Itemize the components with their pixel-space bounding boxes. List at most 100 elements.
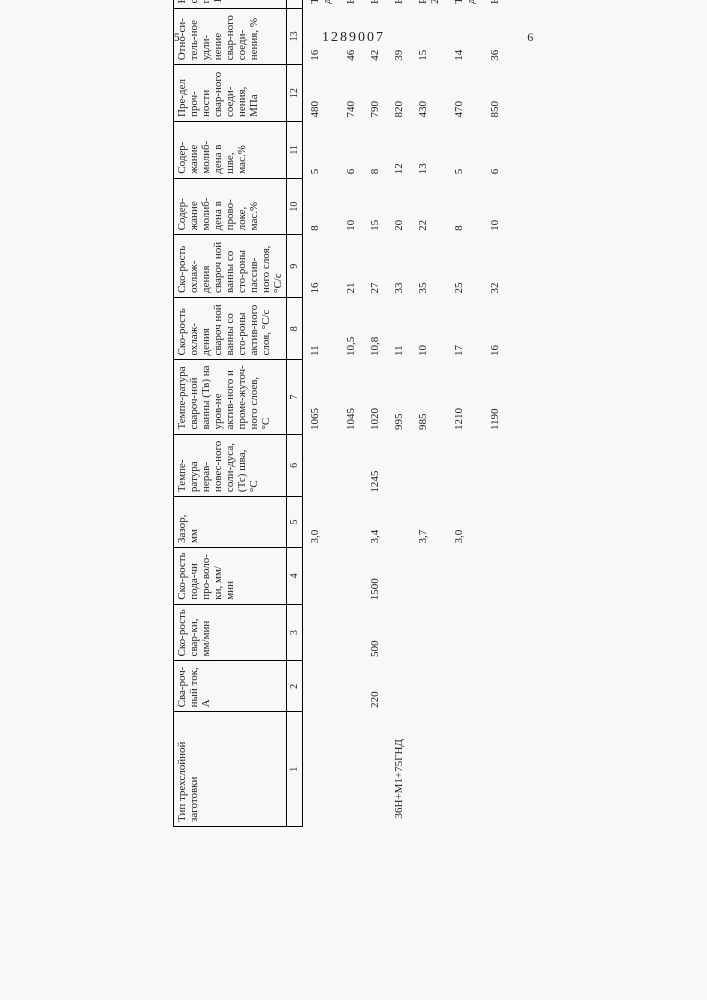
cell-cracks: Нет bbox=[339, 0, 363, 8]
cell-type bbox=[447, 712, 483, 827]
cell-temp-bath: 1045 bbox=[339, 360, 363, 434]
header-mo-weld: Содер-жание молиб-дена в шве, мас.% bbox=[174, 121, 287, 178]
cell-cool-passive: 25 bbox=[447, 235, 483, 298]
cell-weld-speed bbox=[447, 604, 483, 661]
cell-temp-bath: 1190 bbox=[483, 360, 507, 434]
cell-gap: 3,7 bbox=[411, 497, 447, 548]
header-type: Тип трехслойной заготовки bbox=[174, 712, 287, 827]
cell-cool-active: 10 bbox=[411, 297, 447, 360]
header-row: Тип трехслойной заготовки Сва-роч-ный то… bbox=[174, 0, 287, 827]
table-row: 22050015003,41245102010,82715879042Нет bbox=[363, 0, 387, 827]
cell-mo-weld: 6 bbox=[339, 121, 363, 178]
table-row: 104510,52110674046Нет bbox=[339, 0, 363, 827]
header-cool-active: Ско-рость охлаж-дения свароч ной ванны с… bbox=[174, 297, 287, 360]
cell-current bbox=[387, 661, 411, 712]
cell-gap: 3,4 bbox=[363, 497, 387, 548]
cell-strength: 470 bbox=[447, 65, 483, 122]
cell-elongation: 14 bbox=[447, 8, 483, 65]
cell-type bbox=[363, 712, 387, 827]
table-row: 3,0106511168548016Трещины при прокатке д… bbox=[303, 0, 340, 827]
cell-wire-speed bbox=[339, 548, 363, 605]
cell-cracks: Нет bbox=[483, 0, 507, 8]
colnum: 1 bbox=[287, 712, 303, 827]
cell-type bbox=[411, 712, 447, 827]
header-gap: Зазор, мм bbox=[174, 497, 287, 548]
cell-elongation: 39 bbox=[387, 8, 411, 65]
table-body: 3,0106511168548016Трещины при прокатке д… bbox=[303, 0, 508, 827]
cell-temp-solidus bbox=[387, 434, 411, 497]
colnum: 14 bbox=[287, 0, 303, 8]
header-temp-bath: Темпе-ратура свароч-ной ванны (Тв) на ур… bbox=[174, 360, 287, 434]
cell-current bbox=[483, 661, 507, 712]
cell-wire-speed bbox=[411, 548, 447, 605]
cell-weld-speed bbox=[303, 604, 340, 661]
cell-cracks: Нет bbox=[387, 0, 411, 8]
cell-mo-wire: 8 bbox=[447, 178, 483, 235]
page-number-right: 6 bbox=[527, 30, 533, 45]
cell-mo-wire: 10 bbox=[339, 178, 363, 235]
cell-wire-speed bbox=[387, 548, 411, 605]
cell-elongation: 42 bbox=[363, 8, 387, 65]
cell-mo-wire: 22 bbox=[411, 178, 447, 235]
header-temp-solidus: Темпе-ратура нерав-новес-ного соли-дуса,… bbox=[174, 434, 287, 497]
cell-mo-weld: 6 bbox=[483, 121, 507, 178]
cell-gap: 3,0 bbox=[303, 497, 340, 548]
cell-cracks: Разрывы на толщине 2,8 мм bbox=[411, 0, 447, 8]
cell-elongation: 36 bbox=[483, 8, 507, 65]
cell-weld-speed: 500 bbox=[363, 604, 387, 661]
cell-weld-speed bbox=[339, 604, 363, 661]
cell-current: 220 bbox=[363, 661, 387, 712]
cell-strength: 850 bbox=[483, 65, 507, 122]
cell-mo-wire: 15 bbox=[363, 178, 387, 235]
cell-cool-active: 17 bbox=[447, 297, 483, 360]
cell-mo-wire: 8 bbox=[303, 178, 340, 235]
header-weld-speed: Ско-рость свар-ки, мм/мин bbox=[174, 604, 287, 661]
cell-cracks: Нет bbox=[363, 0, 387, 8]
cell-temp-bath: 1065 bbox=[303, 360, 340, 434]
cell-mo-weld: 5 bbox=[447, 121, 483, 178]
cell-type bbox=[483, 712, 507, 827]
header-elongation: Отно-си-тель-ное удли-нение свар-ного со… bbox=[174, 8, 287, 65]
cell-cool-passive: 35 bbox=[411, 235, 447, 298]
cell-temp-solidus bbox=[411, 434, 447, 497]
cell-weld-speed bbox=[411, 604, 447, 661]
table-row: 3,79851035221343015Разрывы на толщине 2,… bbox=[411, 0, 447, 827]
header-strength: Пре-дел проч-ности свар-ного соеди-нения… bbox=[174, 65, 287, 122]
colnum: 10 bbox=[287, 178, 303, 235]
cell-cool-active: 11 bbox=[303, 297, 340, 360]
cell-weld-speed bbox=[483, 604, 507, 661]
cell-cool-passive: 27 bbox=[363, 235, 387, 298]
cell-temp-solidus bbox=[339, 434, 363, 497]
cell-strength: 480 bbox=[303, 65, 340, 122]
colnum: 3 bbox=[287, 604, 303, 661]
cell-type bbox=[339, 712, 363, 827]
cell-temp-solidus bbox=[483, 434, 507, 497]
cell-elongation: 16 bbox=[303, 8, 340, 65]
header-current: Сва-роч-ный ток, А bbox=[174, 661, 287, 712]
cell-temp-bath: 985 bbox=[411, 360, 447, 434]
header-wire-speed: Ско-рость пода-чи про-воло-ки, мм/мин bbox=[174, 548, 287, 605]
header-cracks: Наличие тре-щин в свар-ном шве пос-ле пр… bbox=[174, 0, 287, 8]
cell-type bbox=[303, 712, 340, 827]
cell-mo-weld: 12 bbox=[387, 121, 411, 178]
cell-wire-speed bbox=[447, 548, 483, 605]
cell-weld-speed bbox=[387, 604, 411, 661]
colnum: 7 bbox=[287, 360, 303, 434]
cell-gap bbox=[387, 497, 411, 548]
cell-cool-passive: 32 bbox=[483, 235, 507, 298]
cell-wire-speed: 1500 bbox=[363, 548, 387, 605]
cell-strength: 430 bbox=[411, 65, 447, 122]
cell-cool-active: 10,5 bbox=[339, 297, 363, 360]
cell-gap: 3,0 bbox=[447, 497, 483, 548]
cell-type: 36Н+М1+75ГНД bbox=[387, 712, 411, 827]
cell-mo-weld: 5 bbox=[303, 121, 340, 178]
cell-mo-wire: 20 bbox=[387, 178, 411, 235]
cell-current bbox=[447, 661, 483, 712]
cell-cool-active: 10,8 bbox=[363, 297, 387, 360]
colnum: 12 bbox=[287, 65, 303, 122]
cell-elongation: 15 bbox=[411, 8, 447, 65]
colnum: 9 bbox=[287, 235, 303, 298]
colnum: 11 bbox=[287, 121, 303, 178]
colnum: 5 bbox=[287, 497, 303, 548]
cell-wire-speed bbox=[483, 548, 507, 605]
